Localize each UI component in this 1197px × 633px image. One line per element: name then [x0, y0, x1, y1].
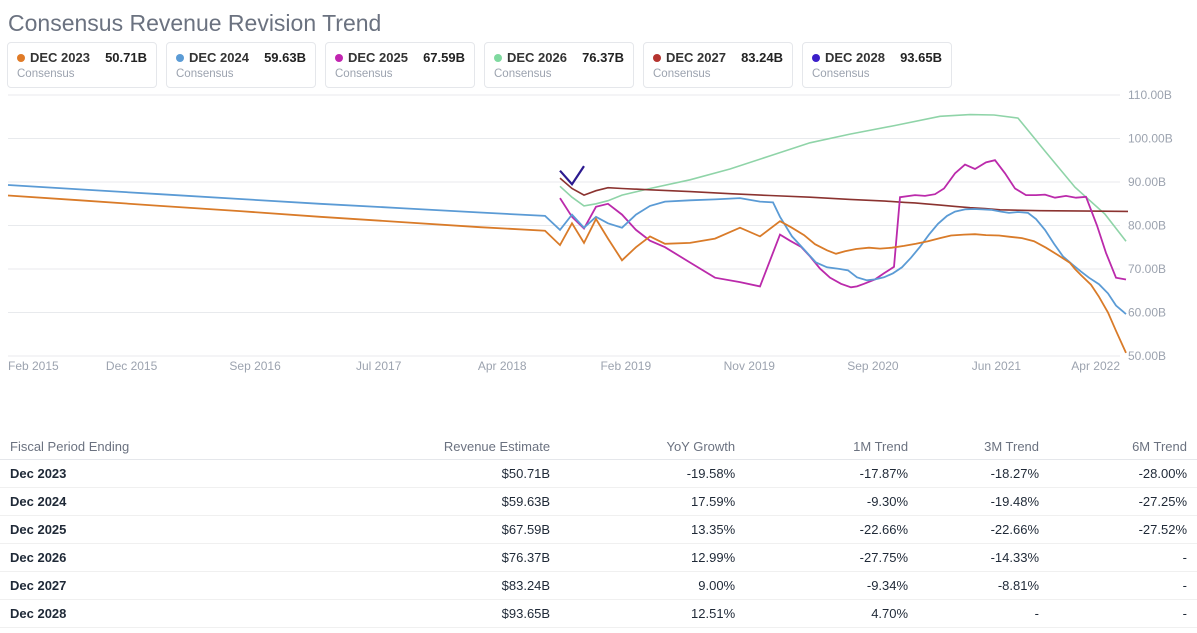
svg-text:Apr 2018: Apr 2018 — [478, 359, 527, 373]
svg-text:Nov 2019: Nov 2019 — [724, 359, 776, 373]
svg-text:80.00B: 80.00B — [1128, 219, 1166, 233]
svg-text:Sep 2016: Sep 2016 — [229, 359, 281, 373]
svg-text:90.00B: 90.00B — [1128, 175, 1166, 189]
svg-text:60.00B: 60.00B — [1128, 306, 1166, 320]
svg-text:Feb 2019: Feb 2019 — [600, 359, 651, 373]
svg-text:Sep 2020: Sep 2020 — [847, 359, 899, 373]
svg-text:Jul 2017: Jul 2017 — [356, 359, 402, 373]
svg-text:Apr 2022: Apr 2022 — [1071, 359, 1120, 373]
svg-text:70.00B: 70.00B — [1128, 262, 1166, 276]
svg-text:100.00B: 100.00B — [1128, 132, 1173, 146]
svg-text:Feb 2015: Feb 2015 — [8, 359, 59, 373]
svg-text:Dec 2015: Dec 2015 — [106, 359, 158, 373]
svg-text:Jun 2021: Jun 2021 — [972, 359, 1022, 373]
svg-text:110.00B: 110.00B — [1128, 88, 1172, 102]
svg-text:50.00B: 50.00B — [1128, 349, 1166, 363]
